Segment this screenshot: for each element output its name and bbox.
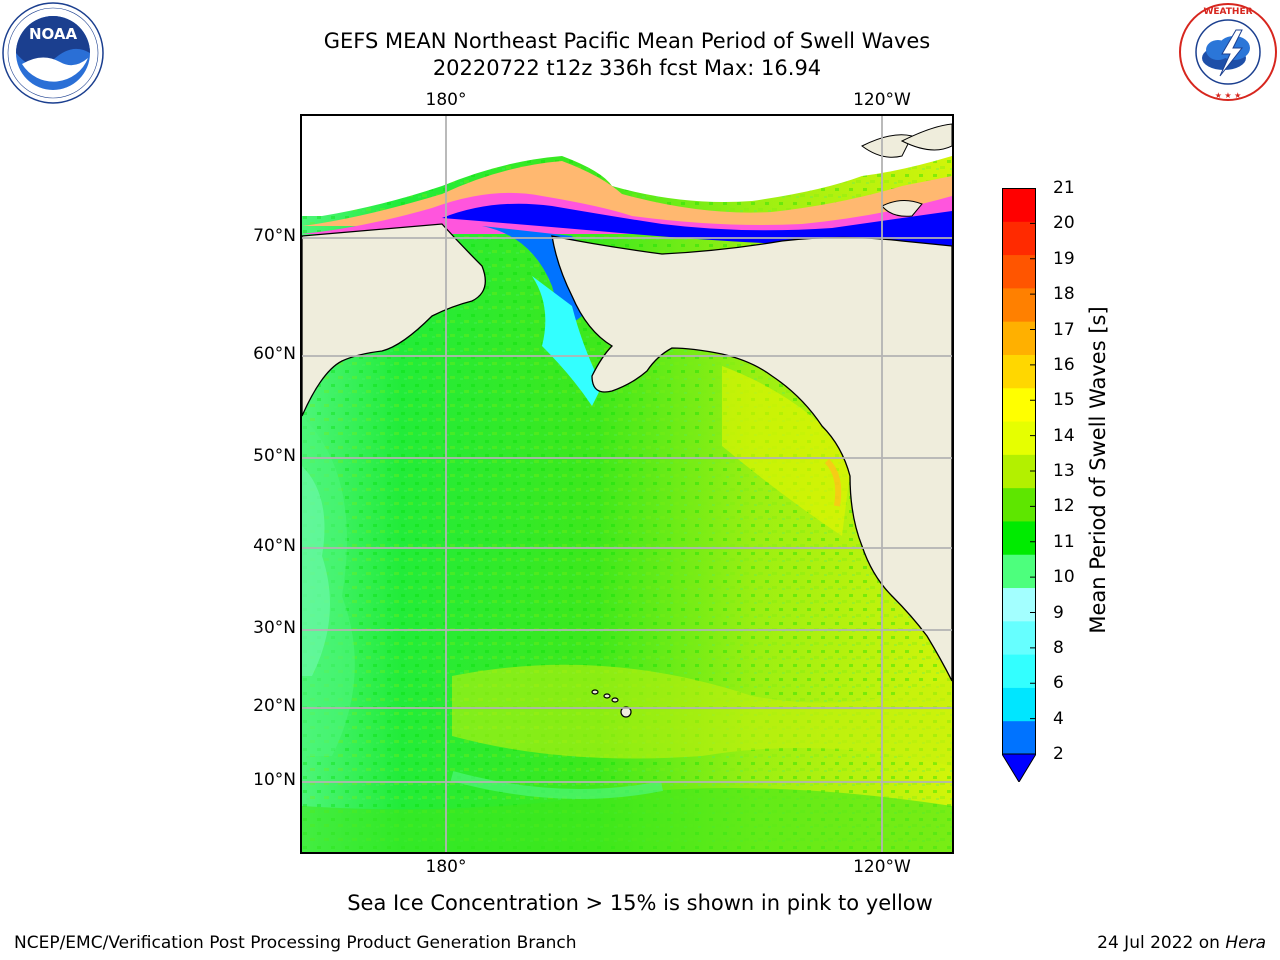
colorbar-tick-label: 6 [1053, 673, 1064, 694]
nws-logo: WEATHER ★ ★ ★ [1178, 2, 1278, 102]
colorbar-segment [1002, 287, 1036, 322]
svg-text:WEATHER: WEATHER [1203, 7, 1252, 17]
colorbar-tick-label: 14 [1053, 425, 1075, 446]
lat-label-50n: 50°N [253, 446, 296, 466]
colorbar-segment [1002, 188, 1036, 222]
lon-label-bottom-120w: 120°W [853, 857, 911, 877]
colorbar-tick-label: 4 [1053, 708, 1064, 729]
map-subtitle: 20220722 t12z 336h fcst Max: 16.94 [432, 56, 822, 80]
lat-label-10n: 10°N [253, 770, 296, 790]
colorbar-tick-label: 16 [1053, 354, 1075, 375]
sea-ice-note: Sea Ice Concentration > 15% is shown in … [347, 891, 933, 915]
colorbar-tick-label: 2 [1053, 744, 1064, 764]
colorbar-segment [1002, 720, 1036, 755]
colorbar-tick-label: 12 [1053, 496, 1075, 517]
sea-ice-region [302, 116, 952, 216]
lat-label-20n: 20°N [253, 696, 296, 716]
colorbar-tick-label: 15 [1053, 390, 1075, 411]
colorbar-tick-label: 21 [1053, 178, 1075, 198]
footer-date: 24 Jul 2022 on Hera [1097, 933, 1266, 953]
colorbar-segment [1002, 687, 1036, 722]
colorbar-segment [1002, 654, 1036, 688]
colorbar-segment [1002, 254, 1036, 289]
lat-label-60n: 60°N [253, 344, 296, 364]
land-asia [302, 223, 486, 417]
svg-text:★ ★ ★: ★ ★ ★ [1215, 91, 1242, 100]
map-panel [300, 114, 954, 854]
graticule [302, 116, 952, 852]
lon-label-bottom-180: 180° [425, 857, 467, 877]
footer-credit: NCEP/EMC/Verification Post Processing Pr… [14, 933, 577, 953]
long-period-band-subtropics [452, 664, 952, 766]
colorbar-tick-label: 18 [1053, 284, 1075, 305]
colorbar-tick-label: 19 [1053, 248, 1075, 269]
swell-period-map [302, 116, 952, 852]
lat-label-30n: 30°N [253, 618, 296, 638]
map-title: GEFS MEAN Northeast Pacific Mean Period … [323, 29, 931, 53]
colorbar-segment [1002, 520, 1036, 555]
colorbar-segment [1002, 321, 1036, 355]
colorbar-tick-label: 10 [1053, 567, 1075, 588]
hawaii-islands [591, 689, 632, 718]
colorbar-segment [1002, 620, 1036, 655]
footer-machine: Hera [1225, 933, 1266, 953]
colorbar-segment [1002, 354, 1036, 389]
colorbar-extend-triangle [1001, 753, 1037, 783]
colorbar-tick-label: 20 [1053, 213, 1075, 234]
colorbar-tick-label: 11 [1053, 531, 1075, 552]
lon-label-top-180: 180° [425, 90, 467, 110]
colorbar-tick-label: 9 [1053, 602, 1064, 623]
colorbar [1001, 187, 1037, 783]
colorbar-tick-label: 8 [1053, 637, 1064, 658]
colorbar-segment [1002, 554, 1036, 589]
colorbar-segment [1002, 221, 1036, 256]
long-period-coastal-zone [722, 366, 852, 536]
colorbar-tick-label: 17 [1053, 319, 1075, 340]
colorbar-segment [1002, 587, 1036, 622]
arctic-short-period-zone [442, 203, 952, 266]
colorbar-tick-label: 13 [1053, 461, 1075, 481]
colorbar-label: Mean Period of Swell Waves [s] [1086, 306, 1110, 634]
lat-label-70n: 70°N [253, 226, 296, 246]
lon-label-top-120w: 120°W [853, 90, 911, 110]
svg-text:NOAA: NOAA [29, 25, 78, 43]
lat-label-40n: 40°N [253, 536, 296, 556]
colorbar-segment [1002, 487, 1036, 522]
colorbar-segment [1002, 387, 1036, 422]
colorbar-segment [1002, 421, 1036, 455]
noaa-logo: NOAA [2, 2, 104, 104]
